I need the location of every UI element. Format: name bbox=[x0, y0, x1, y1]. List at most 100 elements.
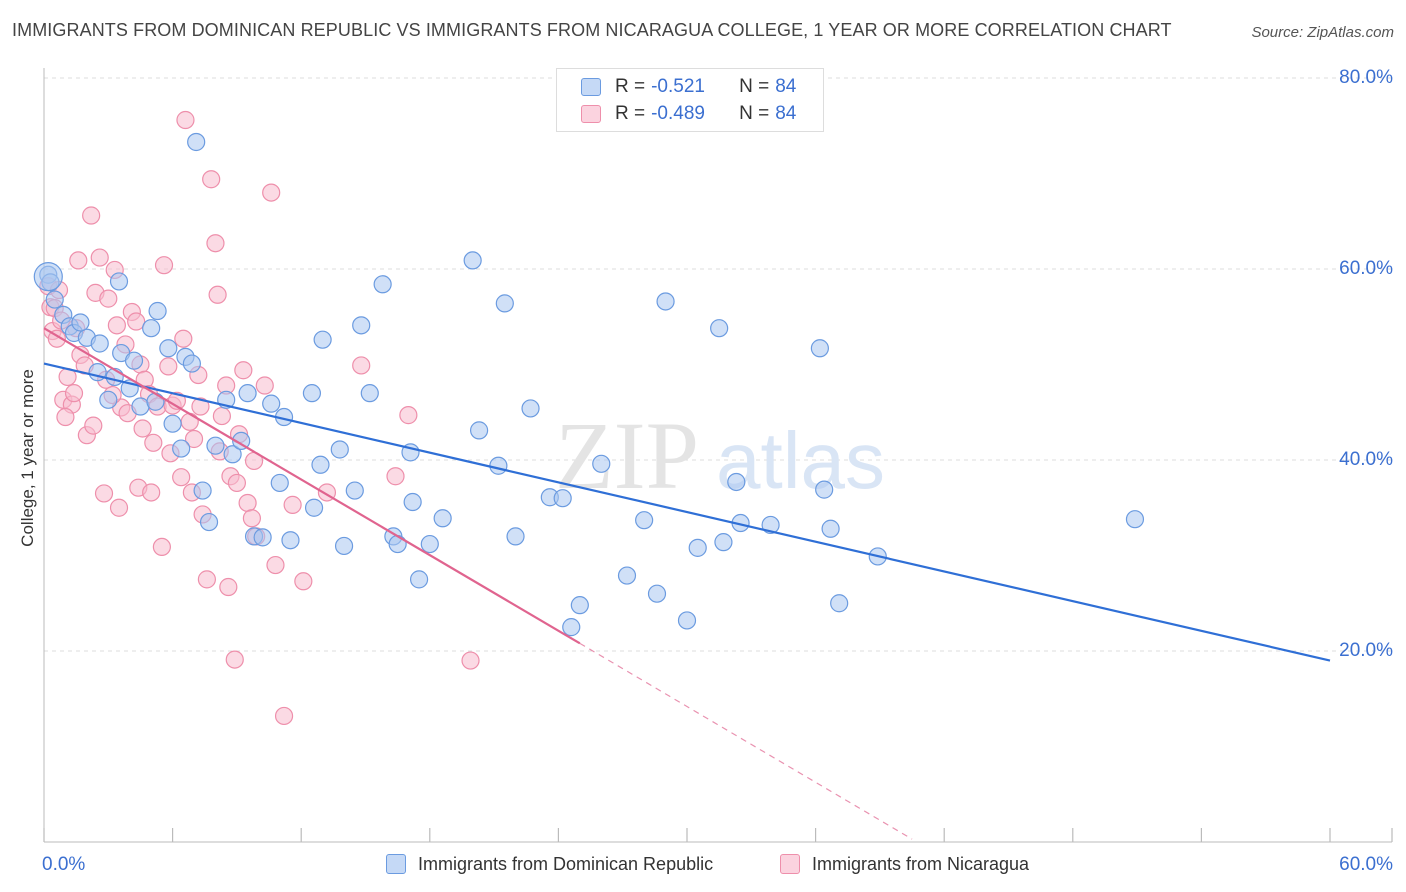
bottom-legend-dominican: Immigrants from Dominican Republic bbox=[386, 852, 713, 876]
point-nicaragua bbox=[386, 467, 405, 486]
point-dominican bbox=[761, 515, 780, 535]
legend-n-label: N = bbox=[739, 76, 770, 97]
legend-n-label: N = bbox=[739, 103, 770, 124]
point-dominican bbox=[131, 397, 150, 416]
point-dominican bbox=[345, 481, 364, 500]
legend-row-dominican: R = -0.521 N = 84 bbox=[557, 74, 796, 100]
legend-r-value: -0.521 bbox=[651, 76, 705, 97]
point-dominican bbox=[182, 354, 201, 373]
point-nicaragua bbox=[274, 706, 294, 726]
point-dominican bbox=[330, 440, 349, 459]
point-nicaragua bbox=[64, 384, 84, 403]
y-tick-label: 20.0% bbox=[1339, 640, 1393, 661]
point-dominican bbox=[281, 531, 300, 550]
point-nicaragua bbox=[227, 473, 246, 493]
point-nicaragua bbox=[144, 433, 163, 452]
point-dominican bbox=[45, 290, 64, 309]
point-dominican bbox=[187, 132, 206, 152]
point-dominican bbox=[71, 313, 90, 332]
trend-lines bbox=[43, 327, 1331, 840]
point-nicaragua bbox=[142, 483, 161, 502]
point-nicaragua bbox=[212, 406, 231, 426]
point-dominican bbox=[262, 394, 281, 413]
point-nicaragua bbox=[206, 234, 225, 253]
point-dominican bbox=[570, 596, 589, 615]
bottom-legend-label: Immigrants from Nicaragua bbox=[812, 853, 1030, 874]
point-dominican bbox=[635, 511, 654, 530]
point-dominican bbox=[238, 384, 257, 403]
point-dominican bbox=[562, 618, 581, 637]
point-nicaragua bbox=[234, 361, 253, 380]
point-dominican bbox=[463, 251, 482, 270]
legend-swatch-pink bbox=[581, 105, 601, 123]
trend-line-nicaragua-extension bbox=[579, 642, 913, 840]
point-nicaragua bbox=[172, 468, 191, 487]
point-dominican bbox=[223, 445, 242, 464]
legend-swatch-blue bbox=[581, 78, 601, 96]
point-dominican bbox=[688, 538, 707, 557]
point-nicaragua bbox=[225, 650, 244, 669]
y-axis-title: College, 1 year or more bbox=[18, 369, 37, 547]
point-dominican bbox=[727, 472, 746, 492]
y-tick-label: 80.0% bbox=[1339, 67, 1393, 88]
point-dominican bbox=[714, 533, 733, 552]
point-nicaragua bbox=[99, 289, 118, 308]
point-dominican bbox=[146, 392, 165, 411]
point-dominican bbox=[90, 334, 109, 353]
point-nicaragua bbox=[191, 397, 210, 416]
watermark-atlas: atlas bbox=[716, 416, 885, 505]
point-dominican bbox=[506, 527, 525, 546]
legend-r-value: -0.489 bbox=[651, 103, 705, 124]
point-dominican bbox=[99, 390, 118, 409]
point-dominican bbox=[304, 498, 324, 517]
legend-r-label: R = bbox=[615, 76, 646, 97]
point-nicaragua bbox=[399, 406, 418, 425]
point-nicaragua bbox=[184, 429, 204, 449]
point-nicaragua bbox=[180, 412, 199, 431]
point-dominican bbox=[33, 262, 63, 292]
point-nicaragua bbox=[152, 537, 171, 557]
point-dominican bbox=[360, 384, 379, 403]
watermark: ZIP atlas bbox=[555, 402, 885, 509]
point-dominican bbox=[553, 489, 572, 508]
point-nicaragua bbox=[202, 170, 221, 189]
point-dominican bbox=[199, 512, 219, 532]
point-dominican bbox=[334, 536, 354, 556]
point-dominican bbox=[815, 480, 834, 499]
point-dominican bbox=[313, 330, 332, 349]
point-dominican bbox=[148, 301, 167, 321]
point-dominican bbox=[592, 454, 611, 473]
point-dominican bbox=[469, 421, 489, 440]
point-nicaragua bbox=[283, 495, 302, 514]
trend-line-nicaragua bbox=[43, 327, 581, 645]
point-nicaragua bbox=[197, 570, 216, 589]
point-nicaragua bbox=[107, 316, 126, 335]
correlation-legend: R = -0.521 N = 84 R = -0.489 N = 84 bbox=[556, 68, 824, 132]
legend-r-label: R = bbox=[615, 103, 646, 124]
point-dominican bbox=[163, 414, 182, 433]
point-dominican bbox=[109, 272, 129, 291]
point-nicaragua bbox=[84, 416, 103, 435]
point-nicaragua bbox=[159, 357, 178, 376]
legend-n-value: 84 bbox=[775, 103, 797, 124]
chart-title: IMMIGRANTS FROM DOMINICAN REPUBLIC VS IM… bbox=[12, 20, 1172, 40]
point-nicaragua bbox=[266, 555, 285, 575]
point-dominican bbox=[821, 519, 840, 538]
bottom-swatch-pink bbox=[780, 854, 800, 874]
x-tick-label: 60.0% bbox=[1339, 854, 1393, 875]
point-dominican bbox=[677, 611, 697, 630]
point-nicaragua bbox=[294, 572, 313, 591]
point-nicaragua bbox=[174, 329, 193, 348]
point-dominican bbox=[617, 566, 637, 585]
bottom-legend-nicaragua: Immigrants from Nicaragua bbox=[780, 852, 1029, 876]
legend-n-value: 84 bbox=[775, 76, 797, 97]
legend-row-nicaragua: R = -0.489 N = 84 bbox=[557, 101, 796, 127]
point-nicaragua bbox=[262, 183, 281, 202]
point-dominican bbox=[270, 473, 289, 493]
y-tick-label: 60.0% bbox=[1339, 258, 1393, 279]
point-dominican bbox=[420, 534, 439, 554]
point-nicaragua bbox=[154, 256, 174, 275]
point-dominican bbox=[159, 339, 178, 358]
axes bbox=[43, 68, 1393, 843]
